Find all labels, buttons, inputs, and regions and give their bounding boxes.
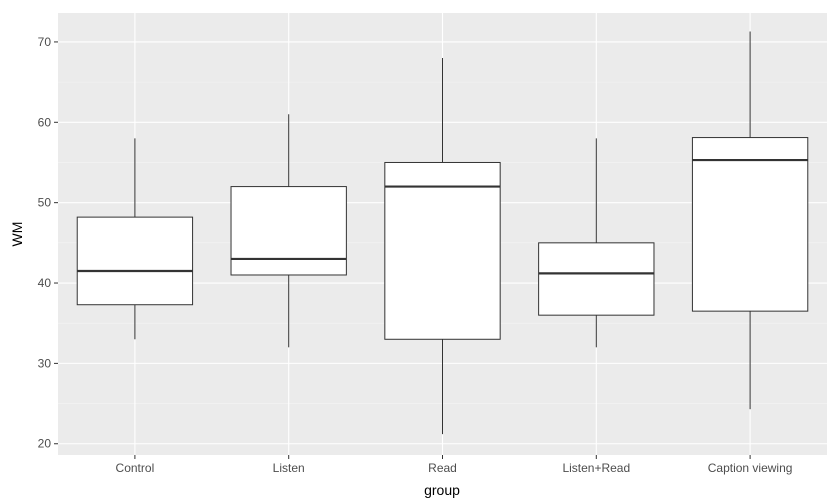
box-read xyxy=(384,58,501,435)
box-listen-read xyxy=(538,138,655,348)
x-tick-label: Listen+Read xyxy=(562,461,630,475)
y-tick-label: 50 xyxy=(38,196,52,210)
x-tick-label: Read xyxy=(428,461,457,475)
box-iqr xyxy=(230,186,347,276)
y-tick-label: 40 xyxy=(38,276,52,290)
box-listen xyxy=(230,114,347,348)
x-axis-title: group xyxy=(424,482,460,498)
y-tick-label: 20 xyxy=(38,437,52,451)
y-tick-label: 30 xyxy=(38,356,52,370)
box-iqr xyxy=(384,161,501,340)
x-tick-label: Listen xyxy=(273,461,305,475)
y-axis-title: WM xyxy=(9,222,25,247)
box-iqr xyxy=(538,242,655,316)
y-tick-label: 70 xyxy=(38,35,52,49)
box-series xyxy=(76,31,809,435)
x-tick-label: Caption viewing xyxy=(708,461,793,475)
y-axis: 20 30 40 50 60 70 xyxy=(38,35,58,451)
box-iqr xyxy=(76,216,194,306)
box-caption-viewing xyxy=(691,31,809,410)
box-control xyxy=(76,138,194,340)
x-axis: Control Listen Read Listen+Read Caption view… xyxy=(116,455,793,475)
y-tick-label: 60 xyxy=(38,115,52,129)
box-iqr xyxy=(691,137,809,312)
x-tick-label: Control xyxy=(116,461,155,475)
